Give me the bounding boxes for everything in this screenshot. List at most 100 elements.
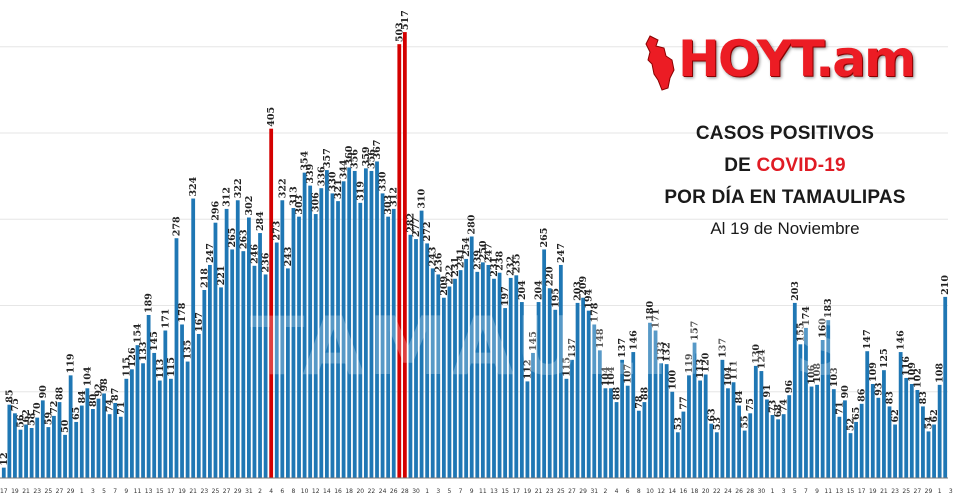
x-tick-label: 4 [615,488,619,495]
bar [157,380,162,478]
bar [531,352,535,478]
x-tick-label: 10 [301,488,309,495]
value-label: 72 [49,401,60,414]
bar [46,427,51,478]
x-tick-label: 3 [782,488,786,495]
value-label: 250 [478,240,489,260]
bar [408,234,413,478]
value-label: 178 [589,302,600,322]
value-label: 74 [105,399,116,413]
x-tick-label: 19 [524,488,532,495]
x-tick-label: 29 [579,488,587,495]
value-label: 171 [160,309,171,329]
x-tick-label: 7 [459,488,463,495]
value-label: 65 [851,407,862,420]
bar [854,421,858,478]
bar [514,275,519,478]
bar [475,271,480,478]
value-label: 103 [829,367,840,387]
value-label: 85 [4,389,15,402]
value-label: 106 [807,364,818,384]
value-label: 189 [144,293,155,313]
x-tick-label: 1 [938,488,942,495]
bar [297,216,301,478]
value-label: 339 [305,163,316,183]
value-label: 235 [511,253,522,273]
bar [614,402,619,478]
x-tick-label: 26 [390,488,398,495]
value-label: 247 [556,243,567,263]
value-label: 100 [667,370,678,390]
x-tick-label: 19 [869,488,877,495]
value-label: 75 [10,398,21,411]
x-tick-label: 12 [657,488,665,495]
bar [219,287,223,478]
x-tick-label: 17 [167,488,175,495]
value-label: 132 [662,342,673,362]
x-tick-label: 21 [22,488,30,495]
x-tick-label: 3 [436,488,440,495]
bar [898,352,903,478]
bar [336,201,340,478]
value-label: 71 [116,402,127,415]
value-label: 104 [723,366,734,386]
value-label: 312 [389,187,400,207]
bar [904,377,909,478]
bar [363,168,368,479]
bar [564,378,569,478]
bar [759,371,764,478]
bar [553,309,558,478]
value-label: 360 [344,145,355,165]
bar [781,414,786,479]
title-line-2: DE COVID-19 [620,150,950,182]
x-tick-label: 21 [535,488,543,495]
bar [74,421,79,478]
bar [124,378,129,478]
value-label: 96 [784,380,795,394]
value-label: 78 [634,395,645,409]
bar [648,322,652,478]
bar [130,369,134,478]
value-label: 133 [656,341,667,361]
value-label: 312 [222,187,233,207]
value-label: 367 [372,140,383,160]
bar [274,242,279,478]
bar [386,216,391,478]
value-label: 238 [495,251,506,271]
x-tick-label: 16 [680,488,688,495]
bar [29,427,34,479]
bar [247,217,251,478]
value-label: 197 [500,286,511,306]
bar [13,413,17,478]
x-tick-label: 23 [201,488,209,495]
value-label: 302 [244,196,255,216]
bar [1,467,6,478]
bar [909,383,914,478]
bar [174,238,179,478]
value-label: 115 [121,357,132,377]
bar [804,327,808,478]
bar [943,296,948,479]
value-label: 80 [88,393,99,407]
value-label: 232 [506,256,517,276]
x-tick-label: 9 [470,488,474,495]
bar [882,370,886,478]
value-label: 322 [233,178,244,198]
bar [252,265,257,478]
value-label: 62 [890,409,901,422]
bar [575,302,580,478]
value-label: 113 [695,359,706,379]
value-label: 209 [578,276,589,296]
x-axis-ticks: 17 19 21 23 25 27 29 1 3 5 7 9 11 13 15 17 19 21 23 25 27 29 3… [0,488,953,495]
value-label: 125 [879,348,890,368]
x-tick-label: 8 [637,488,641,495]
value-label: 273 [272,221,283,241]
value-label: 83 [918,391,929,404]
value-label: 336 [316,166,327,186]
x-tick-label: 24 [724,488,732,495]
x-tick-label: 14 [668,488,676,495]
value-label: 284 [255,211,266,231]
bar [681,411,686,478]
value-label: 247 [483,243,494,263]
